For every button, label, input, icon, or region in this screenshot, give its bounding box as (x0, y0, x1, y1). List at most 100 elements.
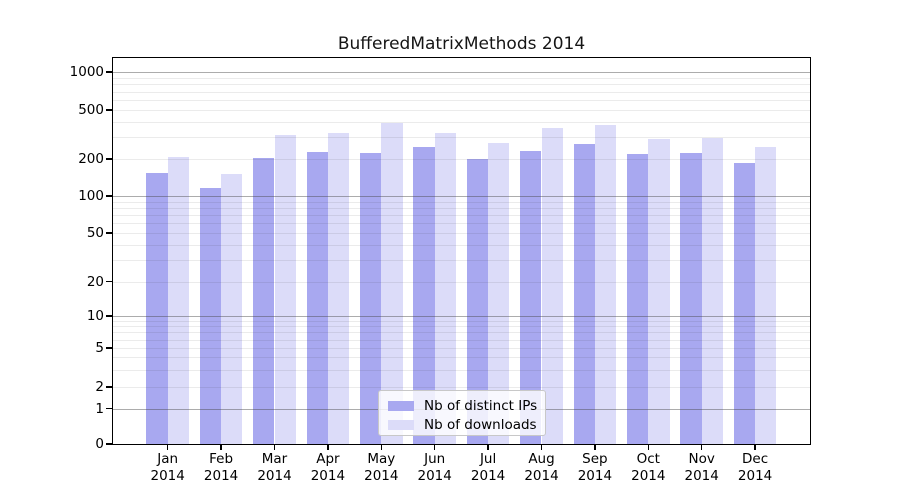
x-tick-mark-may (380, 444, 382, 450)
y-tick-mark-20 (106, 280, 113, 283)
bar-downloads-jul (488, 142, 510, 444)
gridline-minor-800 (113, 84, 810, 85)
x-tick-label-dec: Dec 2014 (737, 451, 773, 484)
bar-distinct-ips-sep (573, 143, 595, 444)
gridline-minor-300 (113, 137, 810, 138)
x-tick-label-sep: Sep 2014 (577, 451, 613, 484)
y-tick-label-200: 200 (78, 151, 104, 167)
chart-title: BufferedMatrixMethods 2014 (337, 34, 586, 54)
bar-distinct-ips-mar (253, 157, 275, 444)
plot-area (113, 58, 810, 444)
bar-distinct-ips-jan (146, 173, 168, 444)
y-tick-label-0: 0 (95, 436, 104, 452)
x-tick-mark-aug (540, 444, 543, 450)
y-tick-mark-500 (106, 109, 113, 111)
y-tick-label-50: 50 (86, 225, 104, 241)
x-tick-label-feb: Feb 2014 (203, 451, 239, 484)
gridline-20 (113, 282, 810, 283)
x-tick-mark-jun (434, 444, 436, 450)
legend-item-distinct-ips: Nb of distinct IPs (388, 398, 538, 414)
legend-item-downloads: Nb of downloads (388, 417, 537, 433)
gridline-minor-60 (113, 223, 810, 224)
y-tick-label-10: 10 (86, 308, 104, 324)
legend-swatch-downloads (388, 420, 414, 430)
y-tick-mark-1 (106, 407, 113, 410)
y-tick-label-100: 100 (78, 188, 104, 204)
gridline-minor-7 (113, 332, 810, 333)
gridline-minor-900 (113, 78, 810, 79)
gridline-500 (113, 110, 810, 111)
gridline-200 (113, 159, 810, 160)
y-tick-mark-50 (106, 232, 113, 234)
x-tick-label-may: May 2014 (364, 451, 399, 484)
y-tick-mark-200 (106, 158, 113, 160)
bar-distinct-ips-jul (466, 159, 489, 444)
bar-downloads-apr (327, 132, 350, 444)
y-tick-label-1000: 1000 (69, 64, 104, 80)
y-tick-mark-10 (106, 315, 113, 317)
bar-downloads-aug (541, 127, 563, 444)
bar-downloads-jun (434, 132, 457, 444)
y-tick-mark-1000 (106, 71, 113, 73)
gridline-minor-90 (113, 202, 810, 203)
bar-distinct-ips-jun (413, 147, 435, 444)
gridline-1000 (113, 72, 810, 73)
x-tick-mark-dec (754, 444, 756, 450)
y-tick-label-5: 5 (95, 340, 104, 356)
gridline-minor-30 (113, 260, 810, 261)
legend-label-downloads: Nb of downloads (424, 417, 537, 433)
bar-downloads-nov (701, 137, 724, 444)
gridline-minor-600 (113, 100, 810, 101)
gridline-minor-70 (113, 215, 810, 216)
legend: Nb of distinct IPs Nb of downloads (378, 390, 546, 436)
gridline-minor-700 (113, 92, 810, 93)
gridline-2 (113, 387, 810, 388)
bar-distinct-ips-nov (680, 152, 702, 444)
gridline-minor-40 (113, 245, 810, 246)
bar-downloads-oct (648, 138, 670, 444)
y-tick-mark-5 (106, 347, 113, 349)
legend-label-distinct-ips: Nb of distinct IPs (424, 398, 538, 414)
legend-swatch-distinct-ips (388, 401, 414, 411)
y-tick-mark-2 (106, 386, 113, 388)
gridline-minor-9 (113, 321, 810, 322)
x-tick-label-apr: Apr 2014 (310, 451, 346, 484)
bar-distinct-ips-dec (733, 163, 756, 444)
bar-distinct-ips-feb (199, 187, 222, 444)
gridline-minor-80 (113, 208, 810, 209)
gridline-10 (113, 316, 810, 317)
x-tick-mark-mar (273, 444, 276, 450)
x-tick-mark-sep (594, 444, 596, 450)
y-tick-mark-0 (106, 443, 113, 445)
y-tick-label-1: 1 (95, 400, 104, 417)
gridline-5 (113, 348, 810, 349)
bar-distinct-ips-apr (306, 152, 328, 444)
bar-distinct-ips-aug (520, 150, 542, 444)
y-tick-label-500: 500 (78, 102, 104, 118)
x-tick-mark-apr (327, 444, 329, 450)
gridline-minor-4 (113, 357, 810, 358)
x-tick-mark-feb (220, 444, 222, 450)
bar-distinct-ips-oct (626, 154, 649, 444)
x-tick-label-jan: Jan 2014 (150, 451, 185, 484)
x-tick-mark-jul (487, 444, 489, 450)
y-tick-mark-100 (106, 195, 113, 197)
bar-downloads-dec (755, 147, 777, 444)
x-tick-mark-nov (701, 444, 703, 450)
x-tick-label-mar: Mar 2014 (257, 451, 292, 484)
bar-downloads-sep (594, 124, 617, 444)
gridline-minor-400 (113, 122, 810, 123)
gridline-minor-6 (113, 340, 810, 341)
gridline-100 (113, 196, 810, 197)
x-tick-label-oct: Oct 2014 (631, 451, 666, 484)
x-tick-label-jun: Jun 2014 (417, 451, 452, 484)
bar-downloads-jan (167, 157, 190, 444)
gridline-minor-8 (113, 326, 810, 327)
bar-downloads-mar (274, 135, 296, 444)
x-tick-mark-oct (647, 444, 649, 450)
x-tick-mark-jan (167, 444, 169, 450)
y-tick-label-20: 20 (86, 273, 104, 290)
gridline-minor-3 (113, 370, 810, 371)
x-tick-label-nov: Nov 2014 (684, 451, 719, 484)
